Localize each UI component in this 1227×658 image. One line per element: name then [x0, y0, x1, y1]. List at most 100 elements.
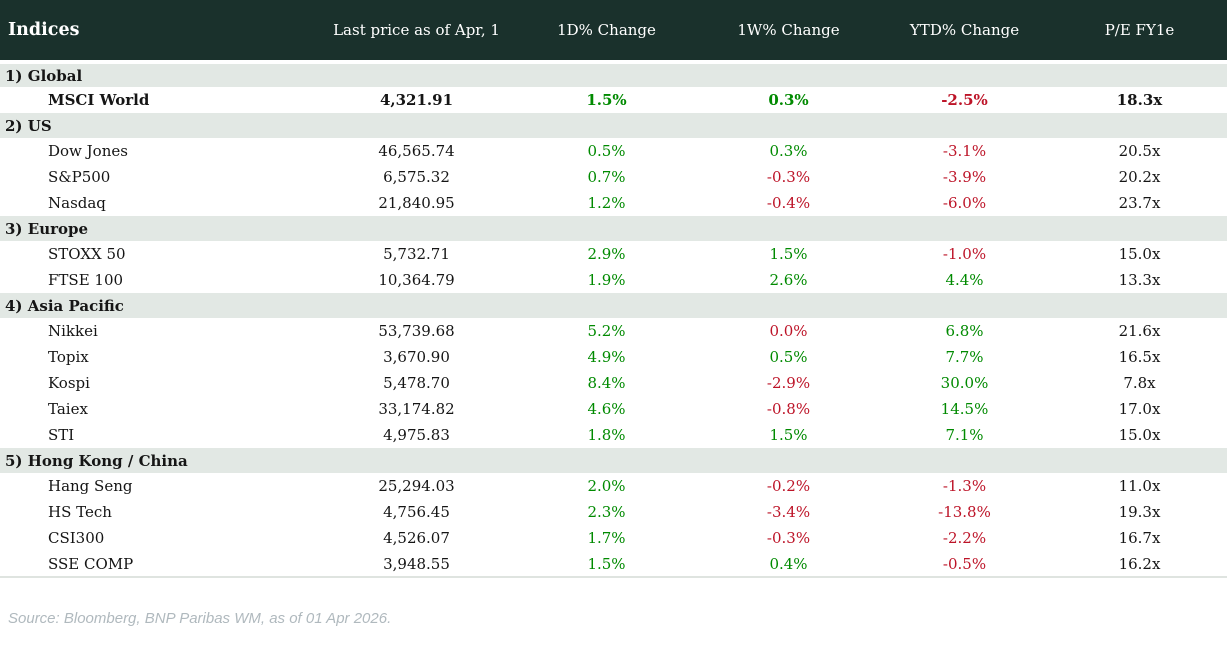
change-1w: 0.0%: [700, 318, 877, 344]
change-1d: 1.5%: [513, 551, 700, 578]
change-1d: 0.5%: [513, 138, 700, 164]
last-price: 5,732.71: [320, 241, 513, 267]
change-ytd: -6.0%: [877, 190, 1052, 216]
change-ytd: 6.8%: [877, 318, 1052, 344]
index-name: STI: [0, 422, 320, 448]
change-1w: 0.4%: [700, 551, 877, 578]
change-ytd: 7.1%: [877, 422, 1052, 448]
index-row: S&P500 6,575.32 0.7% -0.3% -3.9% 20.2x: [0, 164, 1227, 190]
page-title: Indices: [0, 0, 320, 64]
index-row: Taiex 33,174.82 4.6% -0.8% 14.5% 17.0x: [0, 396, 1227, 422]
change-ytd: -1.3%: [877, 473, 1052, 499]
change-ytd: 14.5%: [877, 396, 1052, 422]
section-label: 3) Europe: [0, 216, 1227, 241]
change-ytd: -2.5%: [877, 87, 1052, 113]
pe-ratio: 20.5x: [1052, 138, 1227, 164]
change-ytd: -13.8%: [877, 499, 1052, 525]
change-1d: 2.0%: [513, 473, 700, 499]
last-price: 4,756.45: [320, 499, 513, 525]
pe-ratio: 21.6x: [1052, 318, 1227, 344]
pe-ratio: 20.2x: [1052, 164, 1227, 190]
index-name: SSE COMP: [0, 551, 320, 578]
index-name: HS Tech: [0, 499, 320, 525]
change-1w: -3.4%: [700, 499, 877, 525]
change-1w: 1.5%: [700, 422, 877, 448]
index-name: CSI300: [0, 525, 320, 551]
index-name: FTSE 100: [0, 267, 320, 293]
change-1w: 2.6%: [700, 267, 877, 293]
column-header-1w-change: 1W% Change: [700, 0, 877, 64]
index-name: MSCI World: [0, 87, 320, 113]
last-price: 4,321.91: [320, 87, 513, 113]
index-row: STI 4,975.83 1.8% 1.5% 7.1% 15.0x: [0, 422, 1227, 448]
pe-ratio: 13.3x: [1052, 267, 1227, 293]
change-ytd: -1.0%: [877, 241, 1052, 267]
index-name: STOXX 50: [0, 241, 320, 267]
pe-ratio: 16.7x: [1052, 525, 1227, 551]
index-name: S&P500: [0, 164, 320, 190]
change-1d: 2.3%: [513, 499, 700, 525]
pe-ratio: 7.8x: [1052, 370, 1227, 396]
last-price: 3,670.90: [320, 344, 513, 370]
change-ytd: 30.0%: [877, 370, 1052, 396]
index-row: Topix 3,670.90 4.9% 0.5% 7.7% 16.5x: [0, 344, 1227, 370]
pe-ratio: 17.0x: [1052, 396, 1227, 422]
pe-ratio: 16.5x: [1052, 344, 1227, 370]
change-1w: 0.5%: [700, 344, 877, 370]
last-price: 46,565.74: [320, 138, 513, 164]
pe-ratio: 11.0x: [1052, 473, 1227, 499]
index-row: MSCI World 4,321.91 1.5% 0.3% -2.5% 18.3x: [0, 87, 1227, 113]
last-price: 6,575.32: [320, 164, 513, 190]
section-row: 1) Global: [0, 62, 1227, 87]
change-1d: 0.7%: [513, 164, 700, 190]
index-row: CSI300 4,526.07 1.7% -0.3% -2.2% 16.7x: [0, 525, 1227, 551]
last-price: 5,478.70: [320, 370, 513, 396]
change-1d: 1.5%: [513, 87, 700, 113]
index-name: Dow Jones: [0, 138, 320, 164]
table-body: 1) Global MSCI World 4,321.91 1.5% 0.3% -2.5%…: [0, 62, 1227, 578]
last-price: 21,840.95: [320, 190, 513, 216]
source-note: Source: Bloomberg, BNP Paribas WM, as of…: [8, 610, 392, 627]
index-row: FTSE 100 10,364.79 1.9% 2.6% 4.4% 13.3x: [0, 267, 1227, 293]
section-row: 3) Europe: [0, 216, 1227, 241]
change-1w: 0.3%: [700, 138, 877, 164]
change-ytd: -3.9%: [877, 164, 1052, 190]
pe-ratio: 19.3x: [1052, 499, 1227, 525]
index-row: Kospi 5,478.70 8.4% -2.9% 30.0% 7.8x: [0, 370, 1227, 396]
last-price: 4,526.07: [320, 525, 513, 551]
pe-ratio: 15.0x: [1052, 422, 1227, 448]
section-label: 4) Asia Pacific: [0, 293, 1227, 318]
index-row: Dow Jones 46,565.74 0.5% 0.3% -3.1% 20.5x: [0, 138, 1227, 164]
index-name: Topix: [0, 344, 320, 370]
index-row: HS Tech 4,756.45 2.3% -3.4% -13.8% 19.3x: [0, 499, 1227, 525]
change-1d: 4.6%: [513, 396, 700, 422]
last-price: 53,739.68: [320, 318, 513, 344]
column-header-pe: P/E FY1e: [1052, 0, 1227, 64]
section-row: 2) US: [0, 113, 1227, 138]
index-row: SSE COMP 3,948.55 1.5% 0.4% -0.5% 16.2x: [0, 551, 1227, 578]
section-label: 1) Global: [0, 62, 1227, 87]
change-1w: 1.5%: [700, 241, 877, 267]
index-name: Kospi: [0, 370, 320, 396]
section-row: 5) Hong Kong / China: [0, 448, 1227, 473]
change-ytd: -3.1%: [877, 138, 1052, 164]
last-price: 4,975.83: [320, 422, 513, 448]
change-1d: 5.2%: [513, 318, 700, 344]
change-1d: 8.4%: [513, 370, 700, 396]
index-row: STOXX 50 5,732.71 2.9% 1.5% -1.0% 15.0x: [0, 241, 1227, 267]
change-1d: 1.7%: [513, 525, 700, 551]
last-price: 3,948.55: [320, 551, 513, 578]
change-1d: 1.8%: [513, 422, 700, 448]
section-label: 5) Hong Kong / China: [0, 448, 1227, 473]
change-1w: -0.3%: [700, 525, 877, 551]
index-name: Hang Seng: [0, 473, 320, 499]
change-ytd: 4.4%: [877, 267, 1052, 293]
index-row: Nikkei 53,739.68 5.2% 0.0% 6.8% 21.6x: [0, 318, 1227, 344]
last-price: 25,294.03: [320, 473, 513, 499]
change-1d: 1.9%: [513, 267, 700, 293]
change-1d: 2.9%: [513, 241, 700, 267]
change-ytd: -2.2%: [877, 525, 1052, 551]
last-price: 10,364.79: [320, 267, 513, 293]
index-name: Nikkei: [0, 318, 320, 344]
index-row: Hang Seng 25,294.03 2.0% -0.2% -1.3% 11.0x: [0, 473, 1227, 499]
